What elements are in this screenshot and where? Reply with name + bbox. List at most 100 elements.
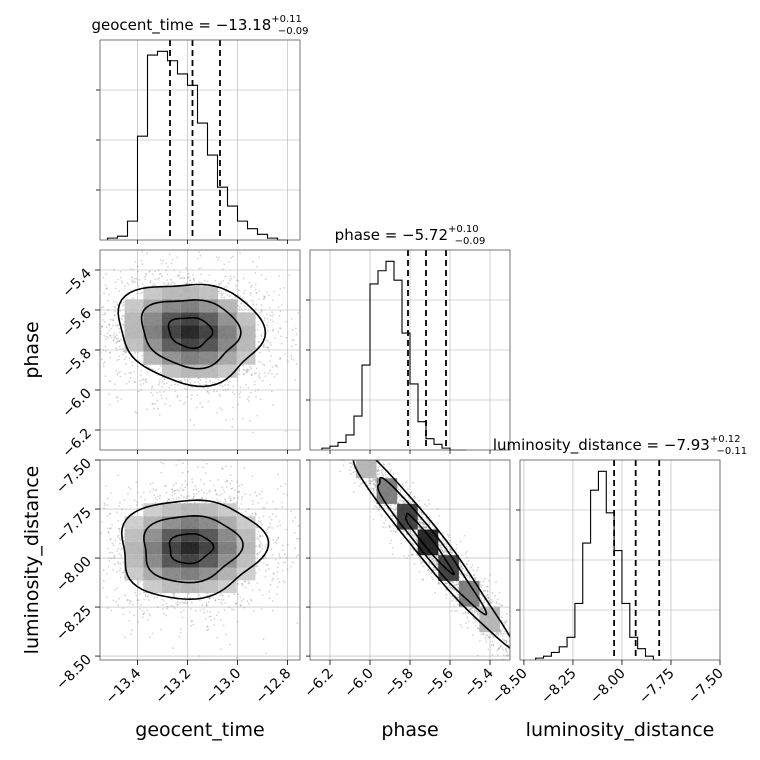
scatter-point (252, 500, 254, 502)
scatter-point (239, 604, 242, 607)
scatter-point (176, 604, 179, 607)
scatter-point (117, 474, 119, 477)
scatter-point (342, 440, 344, 442)
scatter-point (190, 398, 193, 400)
scatter-point (245, 370, 248, 373)
scatter-point (228, 295, 231, 298)
scatter-point (201, 497, 204, 500)
contour-level (120, 499, 270, 601)
scatter-point (246, 370, 249, 373)
scatter-point (328, 419, 330, 421)
scatter-point (512, 647, 514, 649)
scatter-point (243, 292, 245, 294)
density-cell (180, 286, 200, 300)
scatter-point (388, 525, 391, 528)
scatter-point (242, 364, 245, 367)
scatter-point (278, 275, 280, 277)
scatter-point (243, 467, 246, 470)
scatter-point (295, 555, 298, 558)
scatter-point (256, 553, 259, 556)
scatter-point (151, 273, 154, 276)
scatter-point (187, 470, 189, 473)
scatter-point (110, 327, 113, 330)
scatter-point (202, 466, 205, 468)
scatter-point (114, 335, 117, 338)
scatter-point (122, 301, 125, 304)
scatter-point (217, 258, 220, 261)
scatter-point (128, 357, 131, 360)
scatter-point (280, 485, 282, 488)
scatter-point (140, 259, 143, 262)
scatter-point (199, 402, 202, 404)
scatter-point (213, 390, 216, 393)
scatter-point (106, 504, 109, 506)
scatter-point (207, 400, 210, 403)
scatter-point (118, 340, 121, 342)
scatter-point (133, 499, 136, 502)
scatter-point (405, 533, 408, 536)
scatter-point (271, 311, 273, 314)
density-cell (143, 516, 162, 529)
scatter-point (259, 520, 262, 522)
density-cell (143, 325, 162, 339)
scatter-point (236, 481, 239, 484)
scatter-point (145, 381, 148, 383)
scatter-point (120, 398, 123, 400)
scatter-point (108, 560, 111, 562)
scatter-point (199, 379, 202, 381)
scatter-point (240, 503, 243, 505)
scatter-point (291, 339, 294, 342)
scatter-point (96, 327, 98, 329)
scatter-point (175, 482, 177, 485)
scatter-point (116, 303, 119, 306)
scatter-point (197, 593, 200, 596)
scatter-point (374, 456, 376, 458)
scatter-point (176, 396, 179, 399)
scatter-point (163, 612, 166, 615)
scatter-point (162, 282, 165, 284)
scatter-point (109, 538, 112, 541)
scatter-point (175, 602, 178, 604)
scatter-point (281, 569, 284, 572)
scatter-point (89, 286, 91, 288)
scatter-point (506, 641, 508, 644)
scatter-point (261, 548, 264, 550)
scatter-point (227, 595, 230, 598)
scatter-point (228, 497, 231, 499)
scatter-point (144, 379, 147, 382)
scatter-point (262, 379, 264, 382)
scatter-point (222, 624, 225, 627)
scatter-point (505, 619, 508, 622)
scatter-point (214, 600, 217, 602)
scatter-point (107, 393, 110, 395)
scatter-point (233, 496, 235, 499)
density-cell (218, 541, 237, 555)
scatter-point (259, 311, 262, 314)
scatter-point (173, 594, 176, 597)
scatter-point (256, 265, 258, 268)
scatter-point (259, 351, 261, 354)
scatter-point (111, 324, 114, 327)
scatter-point (111, 542, 114, 545)
density-cell (236, 312, 256, 326)
scatter-point (470, 608, 473, 610)
scatter-point (198, 281, 200, 283)
scatter-point (256, 565, 259, 567)
scatter-point (156, 399, 159, 402)
scatter-point (93, 385, 95, 387)
scatter-point (276, 593, 278, 596)
scatter-point (118, 345, 121, 348)
scatter-point (85, 336, 87, 338)
scatter-point (181, 601, 184, 603)
scatter-point (216, 411, 219, 414)
scatter-point (115, 359, 118, 361)
scatter-point (265, 529, 267, 532)
scatter-point (226, 479, 228, 482)
scatter-point (220, 290, 223, 293)
scatter-point (264, 569, 267, 572)
scatter-point (102, 276, 105, 279)
scatter-point (106, 299, 109, 302)
scatter-point (97, 289, 99, 291)
scatter-point (272, 609, 274, 612)
scatter-point (438, 514, 440, 517)
